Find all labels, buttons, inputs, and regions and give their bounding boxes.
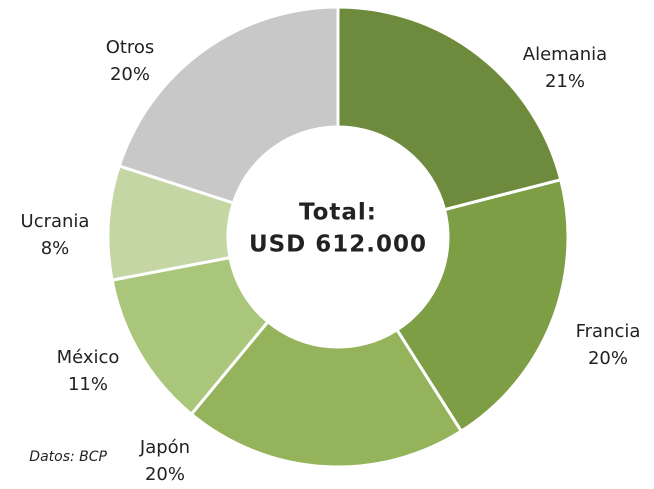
slice-value-label: 8% [41, 238, 70, 259]
donut-slice [117, 5, 340, 205]
slice-label: Japón [139, 437, 190, 458]
slice-label: Alemania [523, 44, 607, 65]
source-note: Datos: BCP [29, 449, 107, 465]
slice-label: Ucrania [21, 211, 90, 232]
slice-value-label: 21% [545, 71, 585, 92]
slice-label: México [57, 347, 120, 368]
center-title: Total: [299, 200, 377, 226]
slice-value-label: 11% [68, 374, 108, 395]
slice-label: Francia [576, 321, 641, 342]
slice-value-label: 20% [145, 464, 185, 485]
donut-slice [336, 5, 563, 212]
slice-label: Otros [106, 37, 155, 58]
center-total: USD 612.000 [249, 232, 427, 258]
slice-value-label: 20% [110, 64, 150, 85]
donut-slice [189, 319, 464, 469]
donut-slice [394, 177, 570, 434]
slice-value-label: 20% [588, 348, 628, 369]
